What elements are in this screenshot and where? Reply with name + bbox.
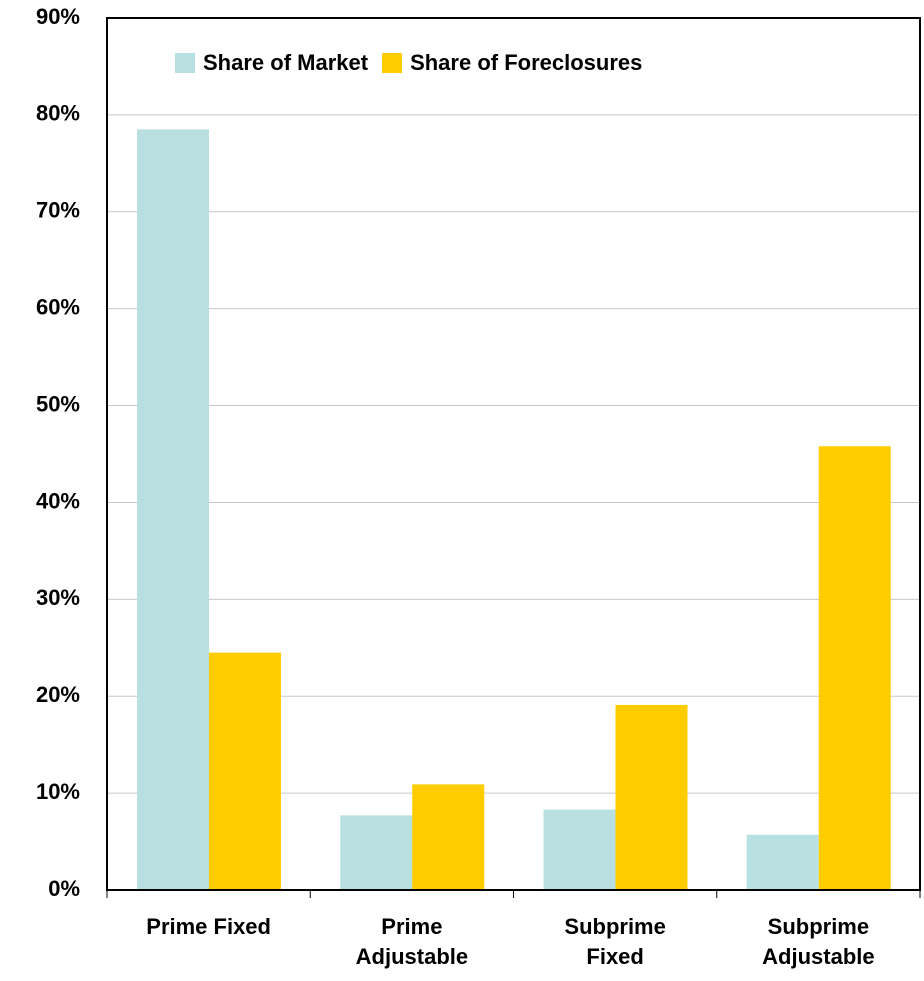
y-tick-label: 90%: [36, 4, 80, 29]
bar: [818, 446, 891, 890]
bar: [137, 129, 209, 890]
y-tick-label: 80%: [36, 101, 80, 126]
y-tick-label: 70%: [36, 198, 80, 223]
bar: [615, 704, 688, 890]
x-tick-label: Prime Adjustable: [356, 914, 468, 969]
y-tick-label: 30%: [36, 585, 80, 610]
y-tick-label: 0%: [48, 876, 80, 901]
x-tick-label: Prime Fixed: [146, 914, 271, 939]
y-tick-label: 50%: [36, 391, 80, 416]
bar: [209, 652, 281, 890]
legend-label: Share of Foreclosures: [410, 50, 642, 75]
x-tick-label: Subprime Fixed: [564, 914, 665, 969]
plot-frame: [106, 17, 921, 891]
bar: [412, 784, 485, 890]
y-tick-label: 10%: [36, 779, 80, 804]
legend-swatch: [382, 53, 403, 73]
x-tick-label: Subprime Adjustable: [762, 914, 874, 969]
bar: [543, 809, 616, 890]
y-tick-label: 60%: [36, 294, 80, 319]
bar: [746, 834, 819, 890]
y-tick-label: 40%: [36, 488, 80, 513]
legend-swatch: [175, 53, 195, 73]
y-tick-label: 20%: [36, 682, 80, 707]
legend-label: Share of Market: [203, 50, 369, 75]
bar: [340, 815, 413, 890]
